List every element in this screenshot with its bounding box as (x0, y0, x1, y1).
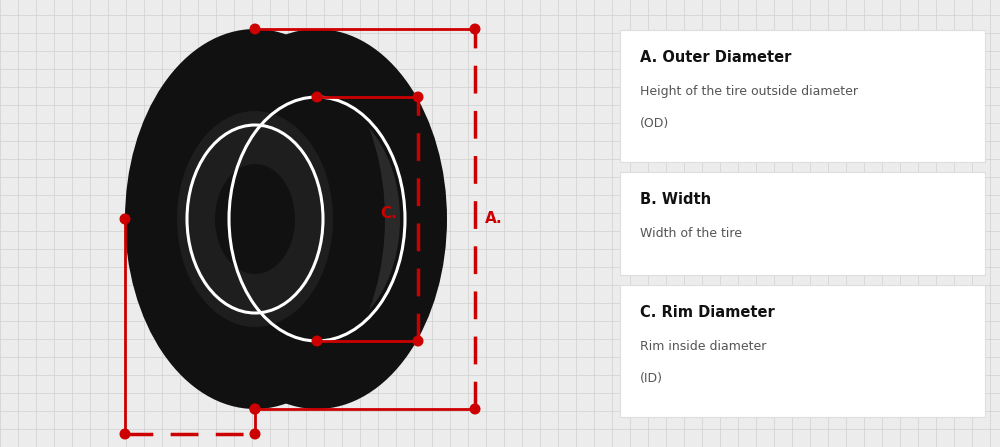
Ellipse shape (125, 29, 385, 409)
Text: B. Width: B. Width (640, 192, 711, 207)
Circle shape (470, 24, 480, 34)
Text: Height of the tire outside diameter: Height of the tire outside diameter (640, 85, 858, 98)
Text: (OD): (OD) (640, 117, 669, 130)
Text: A.: A. (485, 211, 503, 227)
Circle shape (250, 404, 260, 414)
Ellipse shape (187, 29, 447, 409)
Text: (ID): (ID) (640, 372, 663, 385)
Text: A. Outer Diameter: A. Outer Diameter (640, 50, 791, 65)
Ellipse shape (215, 164, 295, 274)
Text: Rim inside diameter: Rim inside diameter (640, 340, 766, 353)
Circle shape (413, 336, 423, 346)
Ellipse shape (177, 111, 333, 327)
Ellipse shape (282, 164, 362, 274)
Circle shape (312, 336, 322, 346)
Circle shape (250, 24, 260, 34)
Text: C. Rim Diameter: C. Rim Diameter (640, 305, 775, 320)
Ellipse shape (234, 102, 400, 336)
FancyBboxPatch shape (620, 30, 985, 162)
Circle shape (413, 92, 423, 102)
Circle shape (312, 92, 322, 102)
Circle shape (250, 429, 260, 439)
Circle shape (470, 404, 480, 414)
Circle shape (250, 404, 260, 414)
FancyBboxPatch shape (620, 285, 985, 417)
Circle shape (120, 214, 130, 224)
Circle shape (120, 429, 130, 439)
Text: Width of the tire: Width of the tire (640, 227, 742, 240)
Text: C.: C. (380, 207, 397, 222)
FancyBboxPatch shape (620, 172, 985, 275)
